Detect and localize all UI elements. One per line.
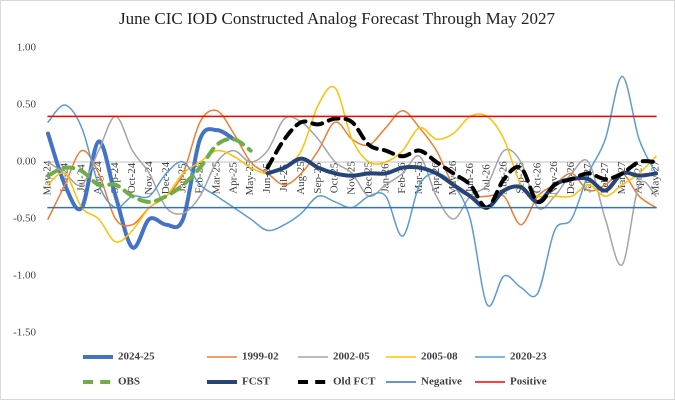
y-tick-label: 0.50 <box>17 99 37 111</box>
plot-lines <box>46 75 658 307</box>
x-tick-label: Jun-26 <box>464 163 476 193</box>
x-tick-label: Oct-25 <box>329 162 341 193</box>
x-tick-label: Jul-26 <box>481 164 493 192</box>
x-tick-label: Oct-26 <box>531 162 543 193</box>
legend-label: Old FCT <box>333 376 376 388</box>
legend-label: 2002-05 <box>333 351 370 363</box>
x-tick-label: Dec-25 <box>362 161 374 194</box>
legend-label: OBS <box>118 376 140 388</box>
x-tick-label: Apr-27 <box>633 162 645 194</box>
y-tick-label: -1.50 <box>13 327 36 339</box>
chart-title: June CIC IOD Constructed Analog Forecast… <box>119 9 555 28</box>
y-tick-label: -0.50 <box>13 213 36 225</box>
legend-label: 1999-02 <box>242 351 279 363</box>
x-tick-label: Apr-25 <box>227 162 239 194</box>
x-tick-label: Aug-24 <box>92 161 104 195</box>
x-tick-label: Dec-24 <box>160 161 172 194</box>
x-tick-label: Oct-24 <box>126 162 138 193</box>
x-tick-label: Jun-25 <box>261 163 273 193</box>
y-tick-label: -1.00 <box>13 270 36 282</box>
x-tick-label: May-24 <box>42 160 54 195</box>
legend-label: Positive <box>510 376 547 388</box>
y-tick-label: 0.00 <box>17 156 37 168</box>
x-tick-label: Jan-26 <box>379 163 391 193</box>
x-tick-label: Nov-25 <box>346 161 358 195</box>
x-tick-label: Aug-25 <box>295 161 307 195</box>
legend-label: 2005-08 <box>421 351 458 363</box>
x-tick-label: May-27 <box>650 160 662 195</box>
y-tick-label: 1.00 <box>17 42 37 54</box>
legend-label: 2024-25 <box>118 351 155 363</box>
legend-label: 2020-23 <box>510 351 547 363</box>
series-line <box>47 75 657 307</box>
series-line <box>265 116 658 210</box>
legend: 2024-25 1999-02 2002-05 2005-08 2020-23 OBS FC… <box>83 351 547 388</box>
series-line <box>47 115 657 266</box>
x-tick-label: Mar-25 <box>210 161 222 194</box>
series-line <box>265 156 658 210</box>
legend-label: Negative <box>421 376 462 388</box>
series-line <box>46 136 253 204</box>
legend-label: FCST <box>242 376 271 388</box>
x-tick-label: Mar-27 <box>616 161 628 194</box>
